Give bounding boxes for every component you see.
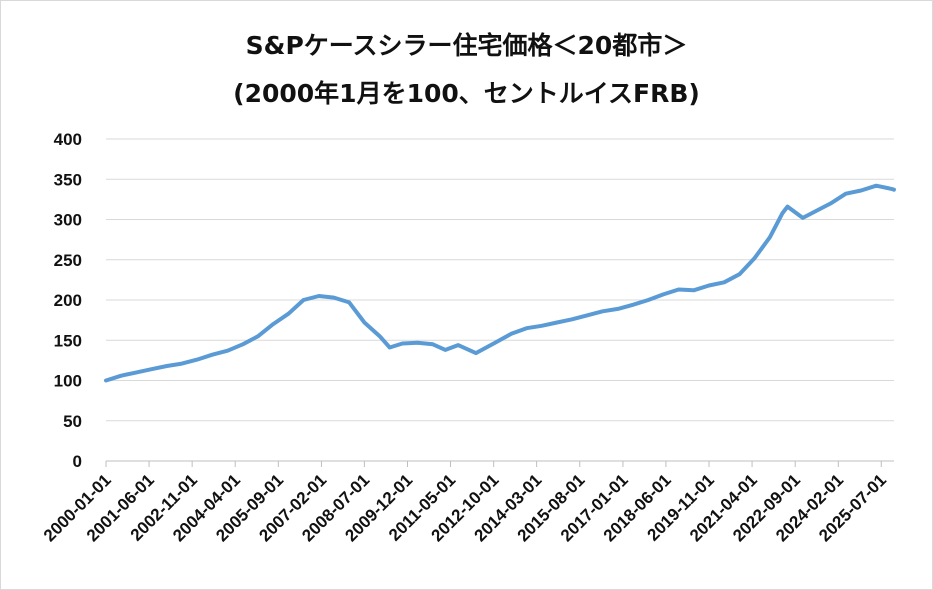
x-axis <box>105 460 894 467</box>
y-tick-label: 50 <box>63 412 82 431</box>
y-tick-label: 0 <box>73 452 82 471</box>
y-tick-label: 400 <box>54 130 82 149</box>
series-line <box>104 183 896 383</box>
y-tick-label: 250 <box>54 251 82 270</box>
y-tick-label: 100 <box>54 372 82 391</box>
y-tick-label: 300 <box>54 211 82 230</box>
y-axis-ticks: 0 50 100 150 200 250 300 350 400 <box>54 130 82 471</box>
chart-title-line-1: S&Pケースシラー住宅価格＜20都市＞ <box>245 31 688 60</box>
gridlines <box>106 138 894 422</box>
chart-title-line-2: (2000年1月を100、セントルイスFRB) <box>233 79 700 108</box>
x-axis-ticks: 2000-01-012001-06-012002-11-012004-04-01… <box>40 470 890 545</box>
y-tick-label: 150 <box>54 331 82 350</box>
y-tick-label: 200 <box>54 291 82 310</box>
y-tick-label: 350 <box>54 170 82 189</box>
